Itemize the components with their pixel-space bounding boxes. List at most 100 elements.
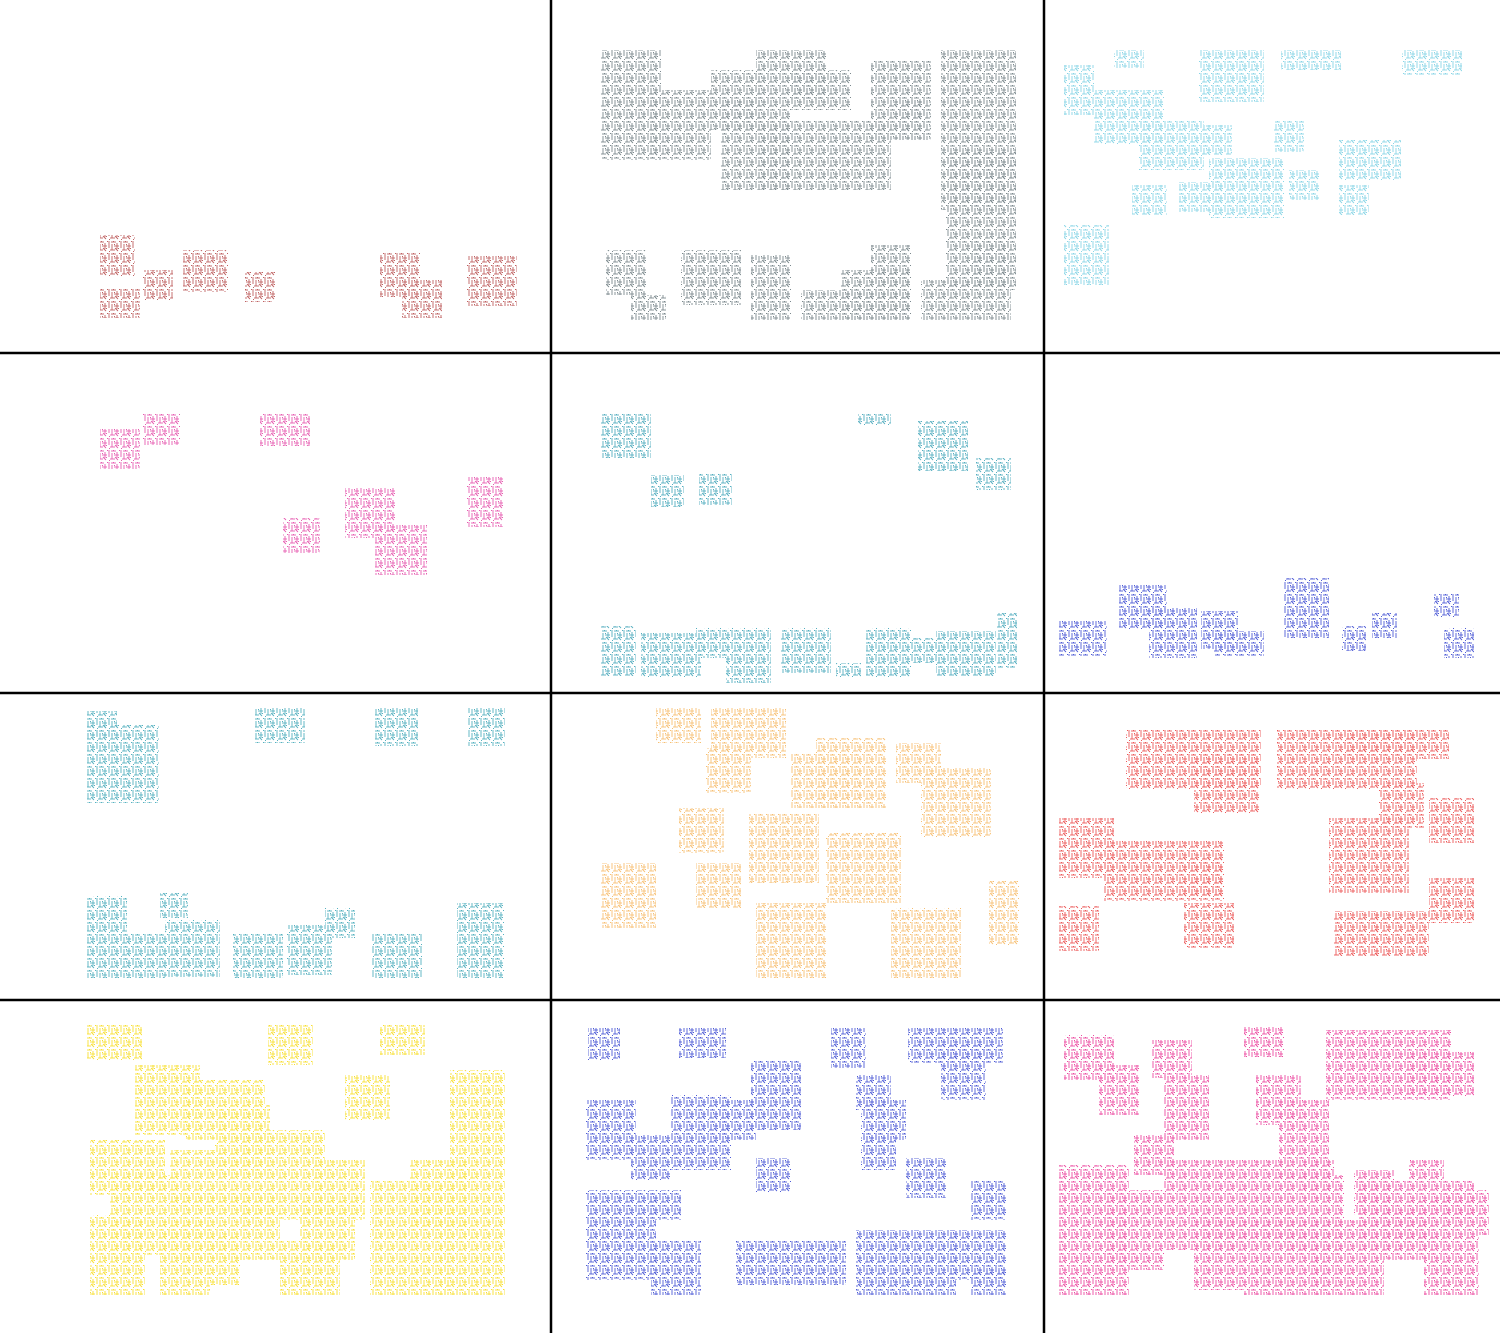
panel (100, 413, 503, 575)
texture-block (183, 250, 228, 292)
texture-block (971, 1180, 1006, 1220)
texture-block (716, 1100, 756, 1140)
texture-block (756, 903, 826, 978)
texture-block (375, 525, 427, 575)
texture-block (1114, 50, 1144, 68)
texture-block (651, 475, 684, 507)
texture-block (1344, 729, 1449, 759)
texture-block (906, 1158, 946, 1198)
texture-block (345, 1075, 390, 1120)
texture-block (836, 663, 861, 678)
texture-block (233, 933, 283, 978)
texture-block (165, 920, 220, 977)
texture-block (816, 738, 886, 808)
texture-block (210, 1235, 240, 1285)
texture-block (87, 1025, 142, 1060)
texture-block (467, 256, 517, 306)
texture-block (699, 473, 732, 505)
texture-block (1202, 125, 1232, 155)
texture-block (375, 708, 418, 746)
texture-block (1342, 626, 1366, 651)
texture-block (706, 748, 751, 793)
texture-block (896, 100, 926, 140)
texture-block (440, 1220, 505, 1295)
texture-block (679, 1028, 726, 1058)
texture-block (1164, 1075, 1209, 1140)
texture-block (1424, 1235, 1479, 1295)
texture-block (268, 1025, 313, 1065)
texture-block (1434, 593, 1459, 618)
panel (1059, 729, 1474, 956)
texture-block (861, 1100, 906, 1140)
texture-block (726, 628, 771, 683)
panel (601, 413, 1017, 683)
texture-block (651, 1190, 681, 1220)
texture-block (921, 768, 991, 838)
texture-block (891, 908, 961, 978)
texture-block (1064, 65, 1094, 115)
texture-block (325, 908, 355, 938)
texture-block (1059, 906, 1099, 951)
texture-block (143, 270, 173, 300)
texture-block (1244, 1027, 1284, 1057)
texture-block (1064, 225, 1109, 285)
texture-block (656, 708, 701, 743)
panel (586, 1028, 1006, 1295)
texture-block (1284, 578, 1329, 638)
texture-block (761, 120, 891, 190)
texture-block (87, 896, 127, 978)
texture-block (245, 272, 275, 302)
panel (601, 50, 1016, 320)
texture-block (971, 1270, 1006, 1295)
texture-block (1334, 911, 1379, 956)
panel (100, 235, 517, 318)
texture-block (631, 1135, 671, 1180)
texture-block (1429, 878, 1474, 923)
texture-block (1184, 858, 1224, 898)
texture-block (1289, 170, 1319, 200)
texture-block (1059, 621, 1107, 656)
texture-block (936, 631, 996, 676)
texture-block (989, 881, 1019, 946)
panel (1064, 50, 1462, 285)
texture-block (125, 933, 165, 978)
texture-block (1194, 753, 1259, 813)
texture-block (631, 295, 666, 320)
texture-block (372, 933, 422, 978)
panel (87, 708, 505, 978)
panel (87, 1025, 505, 1295)
texture-block (588, 1028, 620, 1061)
texture-block (1329, 818, 1409, 893)
texture-block (87, 725, 159, 803)
texture-block (831, 1028, 866, 1068)
texture-block (1184, 903, 1234, 948)
texture-block (756, 1158, 791, 1193)
texture-block (280, 1240, 340, 1295)
texture-block (601, 413, 651, 458)
texture-block (143, 413, 180, 445)
texture-block (971, 240, 1011, 290)
texture-block (160, 893, 188, 918)
texture-block (796, 1240, 846, 1285)
texture-block (681, 250, 741, 305)
texture-block (651, 90, 711, 160)
texture-block (100, 288, 140, 318)
texture-block (736, 1240, 796, 1285)
texture-block (1149, 608, 1197, 658)
texture-block (749, 813, 819, 883)
texture-block (826, 833, 901, 903)
texture-block (1104, 1190, 1164, 1270)
texture-block (255, 708, 305, 743)
texture-block (858, 413, 891, 425)
texture-block (651, 1240, 701, 1295)
panels (87, 50, 1489, 1295)
texture-block (468, 708, 505, 746)
texture-block (1194, 1215, 1244, 1290)
texture-block (918, 421, 968, 471)
texture-block (1179, 182, 1224, 212)
texture-block (679, 808, 724, 853)
texture-block (606, 250, 646, 295)
texture-block (100, 429, 140, 469)
texture-block (586, 1190, 656, 1280)
texture-block (1214, 631, 1264, 656)
